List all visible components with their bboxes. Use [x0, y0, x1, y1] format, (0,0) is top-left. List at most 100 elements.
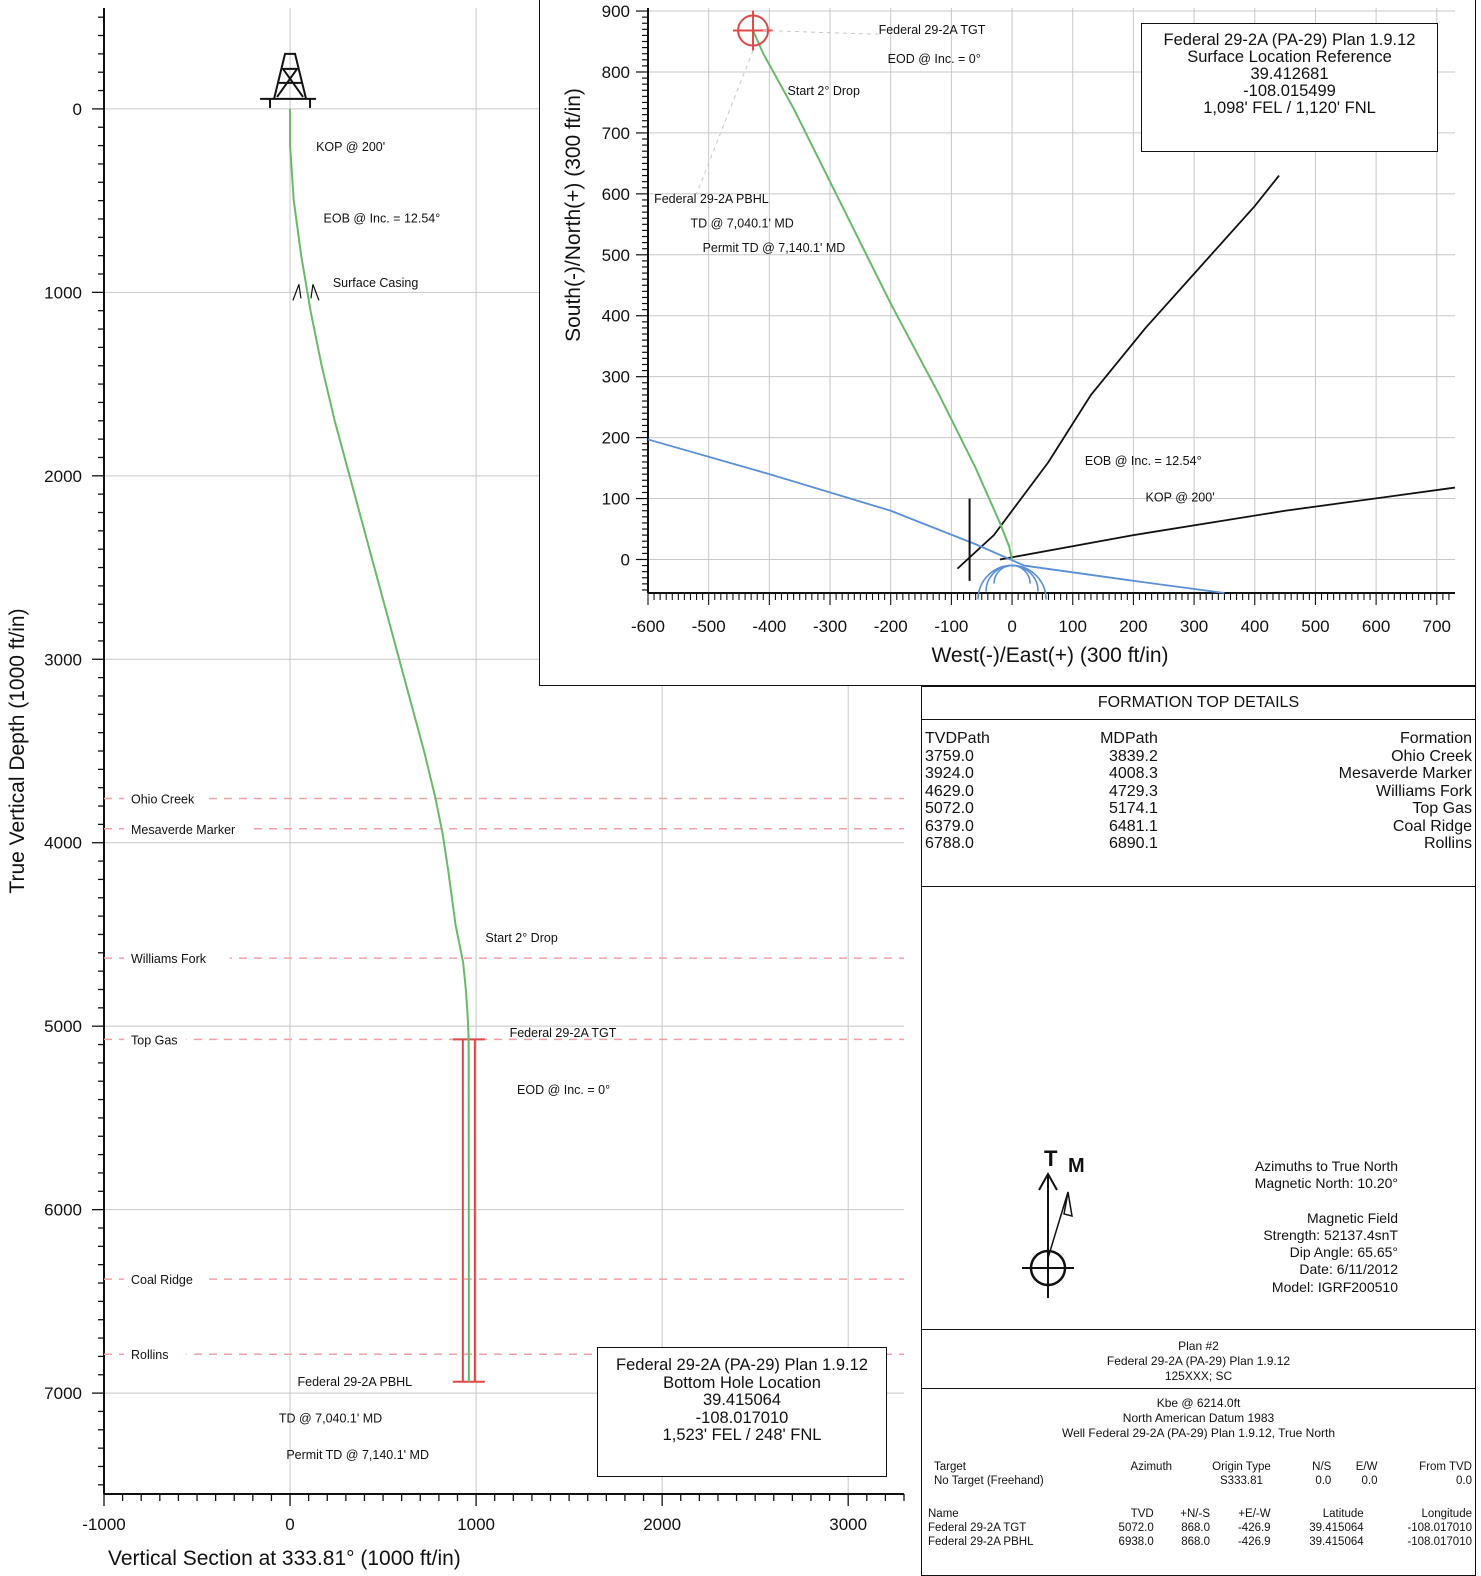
formation-label: Mesaverde Marker [131, 823, 235, 837]
target-table-header-cell: N/S [1312, 1461, 1332, 1473]
vs-y-tick-label: 5000 [44, 1017, 82, 1036]
target-table-header: Target Azimuth Origin Type N/S E/W From TVD [930, 1460, 1476, 1474]
vs-y-tick-label: 4000 [44, 834, 82, 853]
target-table-header-cell: Azimuth [1130, 1461, 1173, 1473]
formation-cell: 6379.0 [925, 817, 974, 835]
target-table-header-cell: Origin Type [1212, 1461, 1271, 1473]
plan-info: Plan #2 Federal 29-2A (PA-29) Plan 1.9.1… [921, 1329, 1476, 1389]
vs-y-axis-label: True Vertical Depth (1000 ft/in) [6, 608, 29, 893]
name-table-cell: 39.415064 [1309, 1536, 1364, 1548]
bhl-box-title: Federal 29-2A (PA-29) Plan 1.9.12 [616, 1356, 868, 1374]
formation-row: 4629.0 4729.3 Williams Fork [921, 783, 1476, 801]
formation-table-header: TVDPath MDPath Formation [921, 730, 1476, 748]
name-table-row: Federal 29-2A PBHL 6938.0 868.0 -426.9 39.41… [924, 1535, 1476, 1549]
target-table-cell: 0.0 [1456, 1475, 1472, 1487]
name-table-header-cell: Name [928, 1508, 959, 1520]
vs-y-tick-label: 2000 [44, 467, 82, 486]
formation-table-title: FORMATION TOP DETAILS [921, 686, 1476, 720]
rig-frame [273, 52, 308, 100]
target-table-cell: 0.0 [1361, 1475, 1378, 1487]
bhl-box-lat: 39.415064 [703, 1391, 781, 1409]
name-table-header: Name TVD +N/-S +E/-W Latitude Longitude [924, 1507, 1476, 1521]
formation-cell: 4729.3 [1108, 782, 1158, 800]
target-table-header-cell: From TVD [1419, 1461, 1472, 1473]
vs-annotation: EOD @ Inc. = 0° [517, 1083, 610, 1097]
name-table-cell: -426.9 [1237, 1522, 1271, 1534]
name-table-header-cell: Latitude [1322, 1508, 1364, 1520]
formation-cell: Ohio Creek [1391, 747, 1472, 765]
vs-y-tick-label: 7000 [44, 1384, 82, 1403]
vs-x-tick-label: 2000 [643, 1515, 681, 1534]
formation-cell: 6481.1 [1108, 817, 1158, 835]
bhl-box-location: 1,523' FEL / 248' FNL [662, 1426, 822, 1444]
name-table-cell: 868.0 [1181, 1522, 1210, 1534]
formation-header-cell: TVDPath [925, 730, 990, 747]
vs-y-tick-label: 6000 [44, 1201, 82, 1220]
vs-annotation: Start 2° Drop [485, 931, 557, 945]
formation-label: Top Gas [131, 1033, 178, 1047]
name-table-header-cell: TVD [1130, 1508, 1154, 1520]
formation-header-cell: Formation [1399, 730, 1472, 747]
target-table-header-cell: Target [934, 1461, 966, 1473]
magnetic-info-line: Magnetic Field [1306, 1209, 1398, 1226]
name-table-header-cell: +N/-S [1180, 1508, 1210, 1520]
formation-row: 3924.0 4008.3 Mesaverde Marker [921, 765, 1476, 783]
formation-label: Ohio Creek [131, 793, 195, 807]
vs-x-tick-label: 0 [285, 1515, 294, 1534]
name-table-row: Federal 29-2A TGT 5072.0 868.0 -426.9 39.415… [924, 1521, 1476, 1535]
formation-top-details: FORMATION TOP DETAILS TVDPath MDPath Forma… [921, 686, 1476, 887]
north-arrow-icon: T M [1022, 1146, 1085, 1298]
vs-x-tick-label: -1000 [82, 1515, 125, 1534]
formation-label: Williams Fork [131, 952, 207, 966]
vs-annotation: Federal 29-2A TGT [510, 1026, 617, 1040]
formation-label-bg [124, 1270, 208, 1288]
formation-label-bg [124, 949, 230, 967]
target-table-row: No Target (Freehand) S333.81 0.0 0.0 0.0 [930, 1474, 1476, 1488]
well-reference: Well Federal 29-2A (PA-29) Plan 1.9.12, … [1061, 1426, 1336, 1440]
vs-wellpath-line [289, 108, 470, 1382]
surface-casing-icon [292, 284, 302, 301]
formation-cell: 6788.0 [925, 835, 974, 852]
vs-annotation: Federal 29-2A PBHL [297, 1375, 412, 1389]
vs-x-axis-label: Vertical Section at 333.81° (1000 ft/in) [108, 1547, 461, 1570]
formation-row: 5072.0 5174.1 Top Gas [921, 800, 1476, 818]
formation-cell: 3924.0 [925, 765, 974, 782]
surface-box-subtitle: Surface Location Reference [1187, 48, 1392, 66]
target-table-cell [1113, 1474, 1190, 1488]
vs-y-tick-label: 0 [73, 100, 82, 119]
magnetic-info-line: Model: IGRF200510 [1271, 1278, 1398, 1295]
name-table-header-cell: +E/-W [1238, 1508, 1271, 1520]
true-north-label: T [1044, 1146, 1058, 1171]
formation-cell: Mesaverde Marker [1338, 765, 1472, 782]
target-table-cell: 0.0 [1315, 1475, 1332, 1487]
formation-cell: Williams Fork [1376, 782, 1472, 800]
formation-label-bg [124, 1030, 187, 1048]
target-table-cell: No Target (Freehand) [934, 1475, 1044, 1487]
magnetic-info-line: Magnetic North: 10.20° [1254, 1175, 1398, 1192]
name-table-cell: -108.017010 [1407, 1536, 1472, 1548]
formation-cell: 5072.0 [925, 800, 974, 817]
name-table-cell: 868.0 [1181, 1536, 1210, 1548]
target-table-header-cell: E/W [1355, 1461, 1378, 1473]
formation-label: Rollins [131, 1348, 169, 1362]
bhl-box-lon: -108.017010 [695, 1408, 789, 1427]
formation-cell: 4629.0 [925, 782, 974, 800]
plan-number: Plan #2 [1178, 1339, 1219, 1353]
target-table: Target Azimuth Origin Type N/S E/W From TVD No… [930, 1460, 1476, 1488]
formation-table: TVDPath MDPath Formation 3759.0 3839.2 Ohio C… [921, 730, 1476, 853]
formation-cell: 4008.3 [1108, 765, 1158, 782]
vs-annotation: KOP @ 200' [316, 140, 385, 154]
plan-code: 125XXX; SC [1164, 1369, 1233, 1383]
surface-casing-icon [310, 284, 320, 301]
plan-name: Federal 29-2A (PA-29) Plan 1.9.12 [1106, 1354, 1291, 1368]
vs-y-tick-label: 1000 [44, 283, 82, 302]
formation-cell: 3759.0 [925, 747, 974, 765]
target-coordinates-table: Name TVD +N/-S +E/-W Latitude Longitude Federa… [924, 1507, 1476, 1549]
name-table-header-cell: Longitude [1421, 1508, 1472, 1520]
formation-cell: 3839.2 [1108, 747, 1158, 765]
vs-annotation: EOB @ Inc. = 12.54° [324, 212, 441, 226]
info-panel [921, 686, 1476, 1576]
formation-label-bg [124, 819, 252, 837]
bhl-box-subtitle: Bottom Hole Location [663, 1373, 821, 1392]
